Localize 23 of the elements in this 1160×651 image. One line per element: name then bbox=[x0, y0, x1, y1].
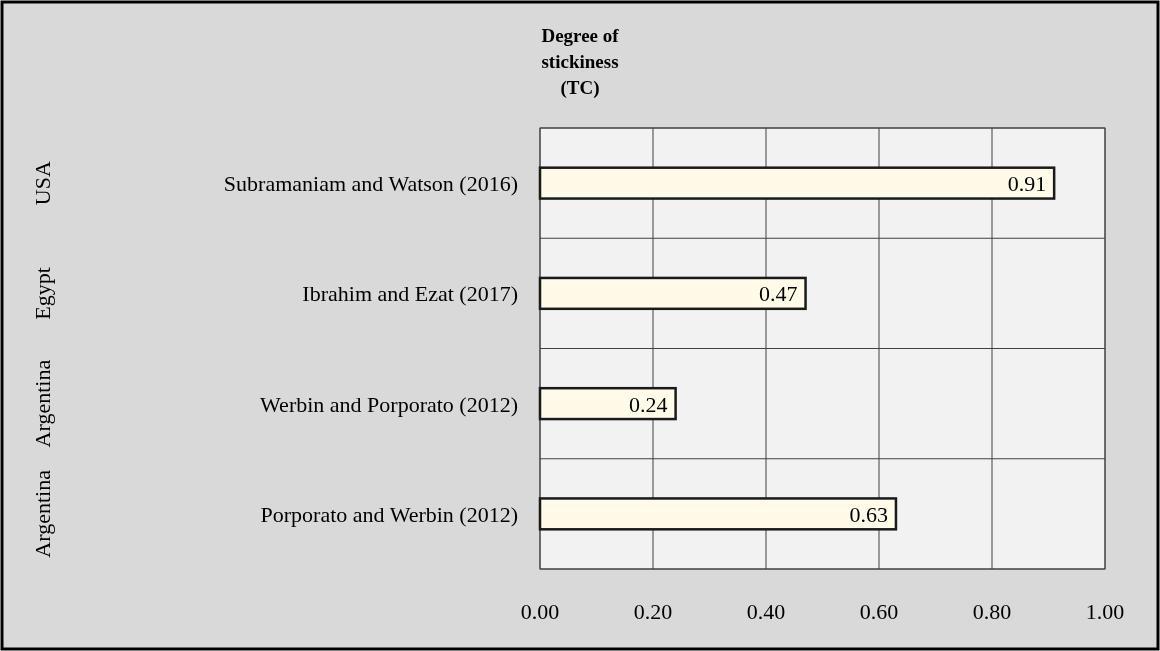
y-tick-label: Subramaniam and Watson (2016) bbox=[223, 171, 518, 197]
text: USA bbox=[30, 161, 55, 206]
y-tick-label: Werbin and Porporato (2012) bbox=[260, 391, 518, 417]
bar bbox=[538, 386, 677, 421]
bar bbox=[538, 497, 898, 531]
text: Argentina bbox=[30, 359, 55, 448]
x-tick-label: 0.00 bbox=[520, 599, 560, 624]
y-tick-label: Porporato and Werbin (2012) bbox=[260, 501, 518, 527]
text: Argentina bbox=[30, 469, 55, 558]
bar bbox=[538, 166, 1056, 200]
chart-title: Degree of stickiness (TC) bbox=[541, 25, 620, 99]
bar bbox=[538, 276, 807, 311]
x-tick-label: 0.80 bbox=[972, 599, 1012, 624]
data-label: 0.91 bbox=[1007, 171, 1047, 197]
x-tick-label: 0.60 bbox=[859, 599, 899, 624]
data-label: 0.63 bbox=[849, 501, 888, 527]
y-tick-label: Ibrahim and Ezat (2017) bbox=[302, 281, 518, 307]
data-label: 0.47 bbox=[759, 281, 798, 307]
x-tick-label: 0.20 bbox=[633, 599, 673, 624]
x-tick-label: 1.00 bbox=[1085, 599, 1125, 624]
text: Egypt bbox=[30, 267, 55, 320]
data-label: 0.24 bbox=[629, 391, 668, 417]
x-tick-label: 0.40 bbox=[746, 599, 786, 624]
